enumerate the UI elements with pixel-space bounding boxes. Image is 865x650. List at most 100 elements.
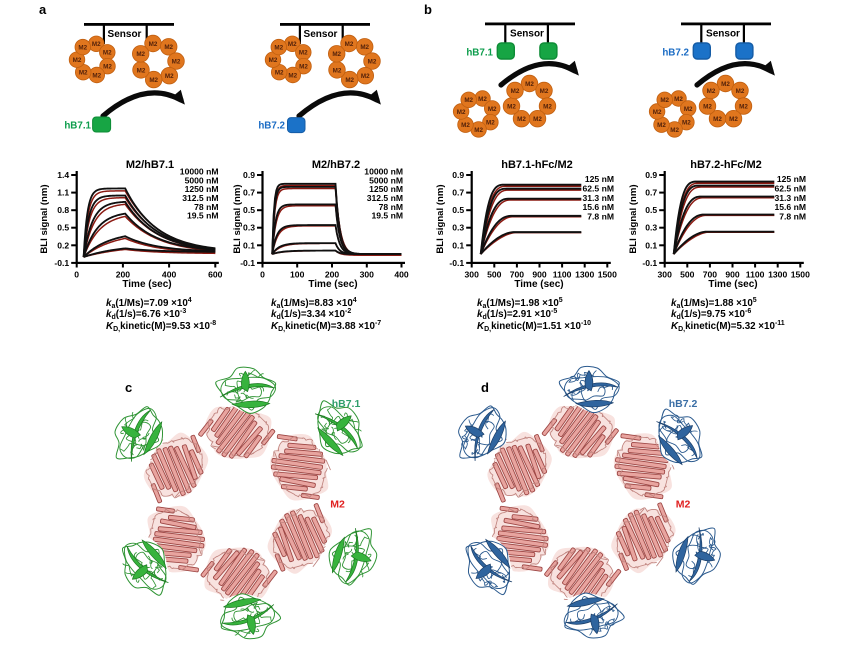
svg-text:hB7.2: hB7.2 <box>258 121 285 132</box>
svg-text:1250 nM: 1250 nM <box>369 184 403 194</box>
svg-text:d: d <box>481 380 489 395</box>
svg-text:M2: M2 <box>299 50 308 57</box>
svg-text:c: c <box>125 380 132 395</box>
svg-text:M2: M2 <box>103 50 112 57</box>
svg-text:62.5 nM: 62.5 nM <box>774 184 806 194</box>
svg-text:M2: M2 <box>736 88 745 95</box>
svg-text:KD,kinetic(M)=1.51 ×10-10: KD,kinetic(M)=1.51 ×10-10 <box>477 320 591 333</box>
svg-text:hB7.2-hFc/M2: hB7.2-hFc/M2 <box>690 159 762 171</box>
svg-text:Time (sec): Time (sec) <box>122 279 171 290</box>
svg-text:500: 500 <box>680 270 695 280</box>
svg-text:600: 600 <box>208 270 223 280</box>
svg-text:M2: M2 <box>653 109 662 116</box>
svg-text:KD,kinetic(M)=3.88 ×10-7: KD,kinetic(M)=3.88 ×10-7 <box>271 320 381 333</box>
svg-text:hB7.2: hB7.2 <box>662 48 689 59</box>
svg-text:0.3: 0.3 <box>243 223 255 233</box>
svg-text:300: 300 <box>360 270 375 280</box>
svg-text:Sensor: Sensor <box>706 29 740 40</box>
svg-text:200: 200 <box>325 270 340 280</box>
svg-text:300: 300 <box>658 270 673 280</box>
svg-text:Time (sec): Time (sec) <box>308 279 357 290</box>
svg-text:400: 400 <box>162 270 177 280</box>
svg-text:M2: M2 <box>533 116 542 123</box>
svg-text:M2: M2 <box>149 77 158 84</box>
svg-text:Sensor: Sensor <box>510 29 544 40</box>
svg-text:kd(1/s)=9.75 ×10-6: kd(1/s)=9.75 ×10-6 <box>671 308 751 321</box>
svg-text:0.9: 0.9 <box>452 170 464 180</box>
svg-text:900: 900 <box>532 270 547 280</box>
svg-text:BLI signal (nm): BLI signal (nm) <box>628 184 639 253</box>
svg-text:5000 nM: 5000 nM <box>185 175 219 185</box>
svg-text:M2: M2 <box>670 127 679 134</box>
svg-text:0.1: 0.1 <box>243 240 255 250</box>
svg-text:15.6 nM: 15.6 nM <box>774 202 806 212</box>
svg-text:M2: M2 <box>332 51 341 58</box>
svg-text:0.1: 0.1 <box>452 240 464 250</box>
svg-text:M2: M2 <box>274 45 283 52</box>
svg-text:-0.1: -0.1 <box>240 258 255 268</box>
svg-text:62.5 nM: 62.5 nM <box>582 184 614 194</box>
svg-text:M2: M2 <box>478 96 487 103</box>
svg-text:M2: M2 <box>103 64 112 71</box>
svg-text:M2: M2 <box>164 44 173 51</box>
svg-text:hB7.1: hB7.1 <box>466 48 493 59</box>
svg-text:M2: M2 <box>682 120 691 127</box>
svg-text:hB7.2: hB7.2 <box>669 398 698 410</box>
svg-text:1100: 1100 <box>746 270 765 280</box>
svg-text:1300: 1300 <box>575 270 594 280</box>
svg-text:hB7.1-hFc/M2: hB7.1-hFc/M2 <box>501 159 573 171</box>
svg-text:Time (sec): Time (sec) <box>514 279 563 290</box>
svg-text:700: 700 <box>703 270 718 280</box>
svg-text:31.3 nM: 31.3 nM <box>582 193 614 203</box>
svg-text:M2: M2 <box>330 499 345 511</box>
svg-text:1500: 1500 <box>598 270 617 280</box>
svg-text:0.3: 0.3 <box>452 223 464 233</box>
svg-text:900: 900 <box>725 270 740 280</box>
svg-text:Sensor: Sensor <box>108 29 142 40</box>
svg-text:0: 0 <box>260 270 265 280</box>
svg-text:M2: M2 <box>275 70 284 77</box>
svg-text:M2: M2 <box>79 70 88 77</box>
svg-text:0.5: 0.5 <box>452 205 464 215</box>
svg-text:200: 200 <box>116 270 131 280</box>
svg-text:7.8 nM: 7.8 nM <box>587 211 614 221</box>
svg-text:1100: 1100 <box>553 270 572 280</box>
svg-text:M2: M2 <box>674 96 683 103</box>
svg-text:M2: M2 <box>540 88 549 95</box>
svg-text:Sensor: Sensor <box>304 29 338 40</box>
svg-text:15.6 nM: 15.6 nM <box>582 202 614 212</box>
svg-text:1300: 1300 <box>768 270 787 280</box>
svg-text:M2: M2 <box>457 109 466 116</box>
svg-text:31.3 nM: 31.3 nM <box>774 193 806 203</box>
svg-text:M2: M2 <box>474 127 483 134</box>
svg-text:M2: M2 <box>92 41 101 48</box>
svg-text:5000 nM: 5000 nM <box>369 175 403 185</box>
svg-text:M2: M2 <box>78 45 87 52</box>
svg-text:-0.1: -0.1 <box>642 258 657 268</box>
svg-text:0.9: 0.9 <box>645 170 657 180</box>
svg-text:0.5: 0.5 <box>243 205 255 215</box>
svg-text:0.3: 0.3 <box>645 223 657 233</box>
svg-text:M2: M2 <box>525 81 534 88</box>
svg-text:Time (sec): Time (sec) <box>708 279 757 290</box>
svg-text:78 nM: 78 nM <box>194 202 218 212</box>
svg-text:KD,kinetic(M)=5.32 ×10-11: KD,kinetic(M)=5.32 ×10-11 <box>671 320 785 333</box>
svg-text:M2/hB7.2: M2/hB7.2 <box>312 159 360 171</box>
svg-text:M2: M2 <box>360 44 369 51</box>
svg-text:ka(1/Ms)=1.88 ×105: ka(1/Ms)=1.88 ×105 <box>671 297 757 310</box>
svg-text:M2: M2 <box>707 88 716 95</box>
svg-text:312.5 nM: 312.5 nM <box>367 193 403 203</box>
svg-text:M2: M2 <box>464 97 473 104</box>
svg-text:0.2: 0.2 <box>57 240 69 250</box>
svg-text:M2: M2 <box>657 122 666 129</box>
svg-text:KD,kinetic(M)=9.53 ×10-8: KD,kinetic(M)=9.53 ×10-8 <box>106 320 216 333</box>
svg-text:M2: M2 <box>703 104 712 111</box>
svg-text:-0.1: -0.1 <box>54 258 69 268</box>
svg-text:M2: M2 <box>137 67 146 74</box>
svg-text:0.7: 0.7 <box>645 188 657 198</box>
svg-text:M2: M2 <box>136 51 145 58</box>
svg-text:hB7.1: hB7.1 <box>64 121 91 132</box>
svg-text:0.7: 0.7 <box>243 188 255 198</box>
svg-text:700: 700 <box>510 270 525 280</box>
svg-text:ka(1/Ms)=7.09 ×104: ka(1/Ms)=7.09 ×104 <box>106 297 192 310</box>
